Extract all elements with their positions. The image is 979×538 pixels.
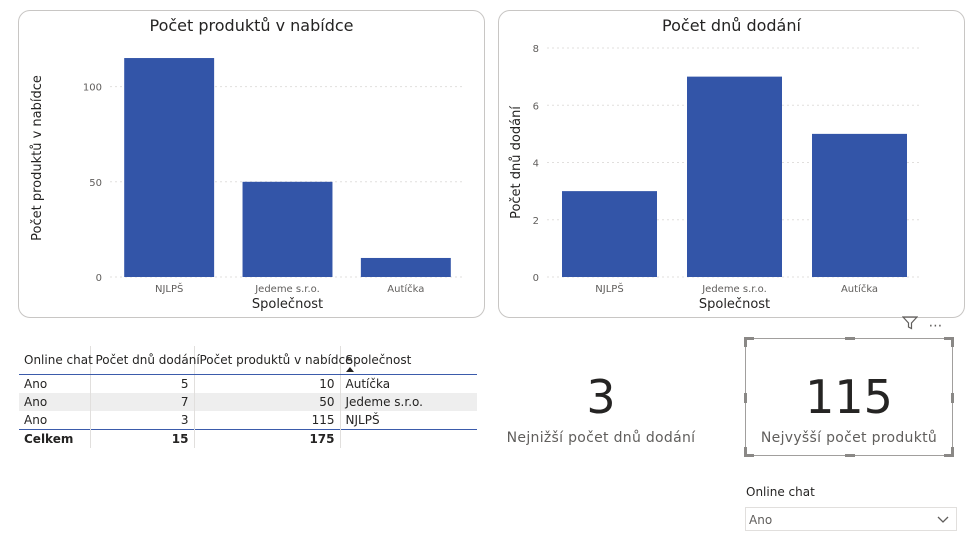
table-cell: NJLPŠ	[339, 411, 477, 430]
y-axis-title: Počet produktů v nabídce	[30, 75, 45, 241]
y-axis-title: Počet dnů dodání	[509, 106, 524, 219]
column-header-delivery-days[interactable]: Počet dnů dodání	[89, 346, 200, 375]
chart-title: Počet dnů dodání	[662, 16, 801, 35]
y-tick-label: 0	[533, 273, 539, 284]
y-tick-label: 100	[83, 83, 102, 94]
x-axis-title: Společnost	[252, 297, 323, 312]
column-header-online-chat[interactable]: Online chat	[19, 346, 93, 375]
x-axis-title: Společnost	[699, 297, 770, 312]
table-total-cell: 15	[89, 429, 194, 448]
column-header-company-label: Společnost	[345, 353, 412, 367]
y-tick-label: 4	[533, 159, 539, 170]
table-total-row: Celkem 15 175	[19, 429, 477, 448]
chart-card-delivery[interactable]: Počet dnů dodání 0 2 4 6 8 NJLPŠ Jedeme s.r.o.…	[498, 10, 965, 318]
table-cell: 10	[193, 374, 340, 393]
slicer-dropdown[interactable]: Ano	[745, 507, 957, 531]
table-cell: Jedeme s.r.o.	[339, 393, 477, 411]
resize-handle[interactable]	[951, 393, 954, 403]
chevron-down-icon	[936, 510, 950, 531]
bar	[360, 257, 451, 277]
y-tick-label: 6	[533, 101, 539, 112]
chart-title: Počet produktů v nabídce	[149, 16, 354, 35]
resize-handle[interactable]	[845, 337, 855, 340]
resize-handle[interactable]	[951, 447, 954, 457]
kpi-card-min-delivery[interactable]: 3 Nejnižší počet dnů dodání	[500, 374, 702, 446]
resize-handle[interactable]	[944, 454, 954, 457]
sort-ascending-icon	[345, 367, 354, 372]
bar	[812, 133, 907, 277]
resize-handle[interactable]	[744, 337, 754, 340]
table-row[interactable]: Ano 7 50 Jedeme s.r.o.	[19, 393, 477, 411]
more-options-icon[interactable]: ⋯	[928, 318, 943, 334]
visual-header-toolbar: ⋯	[901, 316, 948, 334]
resize-handle[interactable]	[951, 337, 954, 347]
table-cell: Ano	[24, 377, 48, 391]
kpi-label: Nejnižší počet dnů dodání	[506, 430, 696, 446]
filter-icon[interactable]	[901, 316, 922, 334]
resize-handle[interactable]	[744, 447, 747, 457]
table-total-cell: 175	[193, 429, 340, 448]
table-header-row: Online chat Počet dnů dodání Počet produ…	[19, 346, 477, 375]
bar	[687, 76, 782, 277]
x-tick-label: Jedeme s.r.o.	[254, 284, 320, 295]
table-cell: 3	[89, 411, 194, 430]
slicer-selected-value: Ano	[749, 513, 773, 527]
resize-handle[interactable]	[944, 337, 954, 340]
kpi-label: Nejvyšší počet produktů	[760, 430, 938, 446]
kpi-value: 115	[805, 370, 893, 424]
table-cell: 115	[193, 411, 340, 430]
table-row[interactable]: Ano 5 10 Autíčka	[19, 374, 477, 393]
table-cell: Ano	[24, 413, 48, 427]
data-table[interactable]: Online chat Počet dnů dodání Počet produ…	[19, 346, 477, 448]
y-tick-label: 2	[533, 216, 539, 227]
table-cell: 5	[89, 374, 194, 393]
table-cell: Autíčka	[339, 374, 477, 393]
x-tick-label: Autíčka	[841, 283, 878, 295]
resize-handle[interactable]	[744, 337, 747, 347]
x-tick-label: Autíčka	[387, 283, 424, 295]
column-header-company[interactable]: Společnost	[339, 346, 477, 375]
table-total-cell	[339, 429, 477, 448]
column-header-product-count[interactable]: Počet produktů v nabídce	[193, 346, 353, 375]
chart-card-products[interactable]: Počet produktů v nabídce 0 50 100 NJLPŠ Jede…	[18, 10, 485, 318]
slicer-title: Online chat	[746, 485, 815, 499]
x-tick-label: Jedeme s.r.o.	[701, 284, 767, 295]
bar	[124, 58, 215, 277]
x-tick-label: NJLPŠ	[595, 282, 623, 295]
resize-handle[interactable]	[845, 454, 855, 457]
resize-handle[interactable]	[744, 393, 747, 403]
y-tick-label: 0	[96, 273, 102, 284]
bar-chart-products[interactable]: 0 50 100 NJLPŠ Jedeme s.r.o. Autíčka Společnos…	[19, 11, 486, 319]
y-tick-label: 50	[89, 178, 102, 189]
x-tick-label: NJLPŠ	[155, 282, 183, 295]
table-cell: 50	[193, 393, 340, 411]
y-tick-label: 8	[533, 44, 539, 55]
kpi-value: 3	[586, 370, 616, 424]
table-cell: 7	[89, 393, 194, 411]
table-total-label: Celkem	[19, 429, 90, 448]
table-cell: Ano	[19, 393, 90, 411]
bar	[242, 181, 333, 277]
bar	[562, 191, 657, 277]
table-row[interactable]: Ano 3 115 NJLPŠ	[19, 411, 477, 430]
kpi-card-max-products[interactable]: 115 Nejvyšší počet produktů	[745, 374, 953, 446]
selected-visual-frame[interactable]	[744, 337, 954, 457]
resize-handle[interactable]	[744, 454, 754, 457]
bar-chart-delivery[interactable]: 0 2 4 6 8 NJLPŠ Jedeme s.r.o. Autíčka Společnost…	[499, 11, 966, 319]
